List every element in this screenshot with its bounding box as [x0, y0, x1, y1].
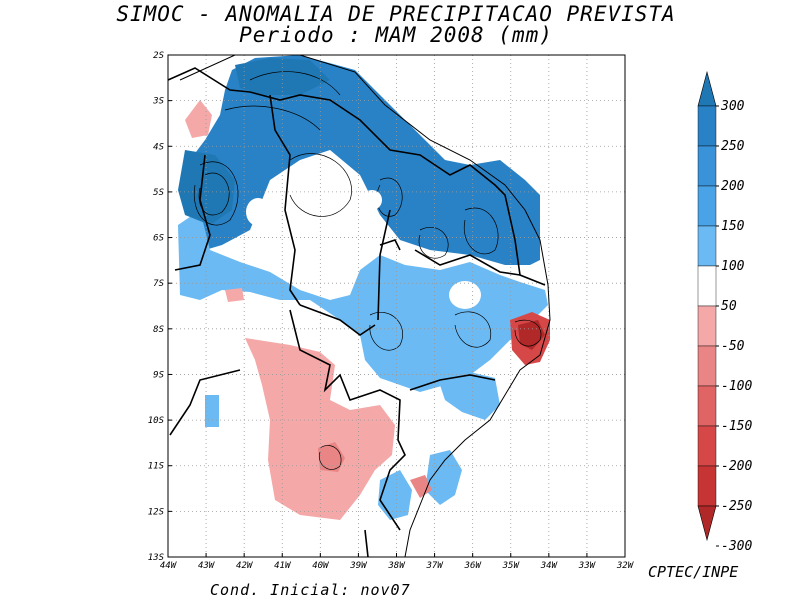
north-negative-patch — [185, 100, 212, 138]
no-anomaly-area — [246, 198, 270, 226]
x-tick-label: 39W — [349, 561, 368, 571]
y-tick-label: 6S — [153, 234, 164, 244]
colorbar-label: 200 — [721, 179, 745, 194]
y-tick-label: 3S — [152, 97, 164, 107]
y-tick-label: 2S — [153, 51, 164, 61]
x-tick-label: 34W — [540, 561, 559, 571]
colorbar-box — [697, 185, 717, 227]
colorbar-label: 50 — [721, 299, 737, 314]
x-tick-label: 42W — [236, 561, 254, 571]
colorbar-label: 250 — [721, 139, 745, 154]
x-tick-label: 44W — [160, 561, 178, 571]
x-tick-label: 37W — [425, 561, 444, 571]
interior-positive-anomaly — [178, 210, 548, 392]
y-tick-label: 10S — [148, 416, 165, 426]
colorbar-box — [697, 465, 717, 507]
colorbar-box — [697, 105, 717, 147]
lat-lon-grid — [168, 55, 625, 557]
credit-label: CPTEC/INPE — [648, 563, 739, 581]
map-title: SIMOC - ANOMALIA DE PRECIPITACAO PREVIST… — [116, 2, 676, 26]
colorbar-box — [697, 385, 717, 427]
colorbar-box — [697, 225, 717, 267]
colorbar-label: -250 — [721, 499, 752, 514]
colorbar-label: -100 — [721, 379, 752, 394]
y-tick-label: 5S — [153, 188, 164, 198]
colorbar-label: -200 — [721, 459, 752, 474]
colorbar-box — [697, 145, 717, 187]
coast-positive-patch — [440, 372, 500, 420]
y-tick-label: 4S — [153, 142, 164, 152]
y-tick-label: 12S — [148, 507, 165, 517]
no-anomaly-area-3 — [449, 281, 481, 309]
coastline — [179, 55, 551, 557]
initial-condition-label: Cond. Inicial: nov07 — [210, 581, 411, 599]
x-tick-label: 33W — [578, 561, 597, 571]
north-max-anomaly — [235, 58, 330, 95]
colorbar-label: 100 — [721, 259, 745, 274]
map-subtitle: Periodo : MAM 2008 (mm) — [239, 23, 553, 47]
axis-ticks: 44W 43W 42W 41W 40W 39W 38W 37W 36W 35W 34W 33W 32W 2… — [148, 51, 635, 571]
south-negative-patch — [410, 475, 432, 498]
colorbar: 300 250 200 150 100 50 -50 -100 -150 -200 -250 -300 — [697, 70, 752, 554]
colorbar-box — [697, 265, 717, 307]
colorbar-label: -50 — [721, 339, 745, 354]
x-tick-label: 43W — [198, 561, 216, 571]
y-tick-label: 7S — [153, 279, 164, 289]
south-positive-patch — [378, 470, 412, 520]
colorbar-label: 150 — [721, 219, 745, 234]
colorbar-label: -300 — [721, 539, 752, 554]
x-tick-label: 35W — [502, 561, 521, 571]
y-tick-label: 8S — [153, 325, 164, 335]
y-tick-label: 9S — [153, 370, 164, 380]
colorbar-label: -150 — [721, 419, 752, 434]
colorbar-label: 300 — [720, 99, 745, 114]
y-tick-label: 13S — [148, 553, 165, 563]
northwest-max-anomaly — [178, 150, 235, 225]
west-bahia-core-negative — [318, 442, 345, 472]
y-tick-label: 11S — [148, 462, 165, 472]
contour-lines — [193, 71, 542, 470]
state-boundaries — [168, 67, 546, 557]
north-positive-anomaly — [185, 55, 540, 265]
no-anomaly-area-4 — [312, 256, 332, 280]
colorbar-bottom-tip — [697, 505, 717, 542]
x-tick-label: 41W — [274, 561, 292, 571]
no-anomaly-area-2 — [362, 190, 382, 210]
colorbar-box — [697, 345, 717, 387]
colorbar-box — [697, 425, 717, 467]
x-tick-label: 32W — [616, 561, 635, 571]
x-tick-label: 36W — [464, 561, 483, 571]
colorbar-box — [697, 305, 717, 347]
x-tick-label: 38W — [387, 561, 406, 571]
anomaly-field — [178, 55, 550, 520]
east-coast-core-negative — [518, 320, 545, 350]
central-negative-patch — [225, 288, 244, 302]
west-positive-patch — [205, 395, 219, 427]
x-tick-label: 40W — [312, 561, 330, 571]
southeast-positive-patch — [425, 450, 462, 505]
colorbar-top-tip — [697, 70, 717, 107]
